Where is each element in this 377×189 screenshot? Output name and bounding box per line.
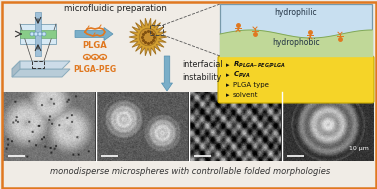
Text: monodisperse microspheres with controllable folded morphologies: monodisperse microspheres with controlla… — [50, 167, 330, 176]
Text: ▸: ▸ — [226, 92, 234, 98]
Polygon shape — [12, 61, 70, 69]
FancyArrow shape — [161, 56, 173, 91]
Text: 10 μm: 10 μm — [349, 146, 369, 151]
Text: hydrophilic: hydrophilic — [275, 8, 317, 17]
Text: solvent: solvent — [233, 92, 259, 98]
Polygon shape — [12, 69, 70, 77]
Text: hydrophobic: hydrophobic — [272, 38, 320, 47]
FancyBboxPatch shape — [20, 30, 56, 38]
Text: PLGA: PLGA — [83, 41, 107, 50]
Circle shape — [34, 32, 38, 36]
Text: microfluidic preparation: microfluidic preparation — [64, 4, 166, 13]
Text: ▸: ▸ — [226, 62, 234, 68]
FancyBboxPatch shape — [35, 12, 41, 56]
Circle shape — [139, 28, 157, 46]
Polygon shape — [129, 18, 167, 56]
Circle shape — [38, 32, 42, 36]
FancyBboxPatch shape — [3, 92, 374, 161]
Text: $\bfit{R}_{PLGA\mathrm{-}PEG/PLGA}$: $\bfit{R}_{PLGA\mathrm{-}PEG/PLGA}$ — [233, 60, 286, 70]
Text: PLGA-PEG: PLGA-PEG — [74, 65, 116, 74]
Text: ▸: ▸ — [226, 72, 234, 78]
FancyBboxPatch shape — [20, 24, 56, 44]
Text: PLGA type: PLGA type — [233, 82, 269, 88]
Text: ▸: ▸ — [226, 82, 234, 88]
Polygon shape — [12, 61, 20, 77]
FancyBboxPatch shape — [218, 56, 374, 103]
Circle shape — [30, 32, 34, 36]
Text: $\bfit{C}_{PVA}$: $\bfit{C}_{PVA}$ — [233, 70, 251, 80]
Circle shape — [42, 32, 46, 36]
Text: interfacial
instability: interfacial instability — [182, 60, 223, 82]
FancyArrow shape — [75, 28, 113, 40]
FancyBboxPatch shape — [220, 4, 372, 56]
